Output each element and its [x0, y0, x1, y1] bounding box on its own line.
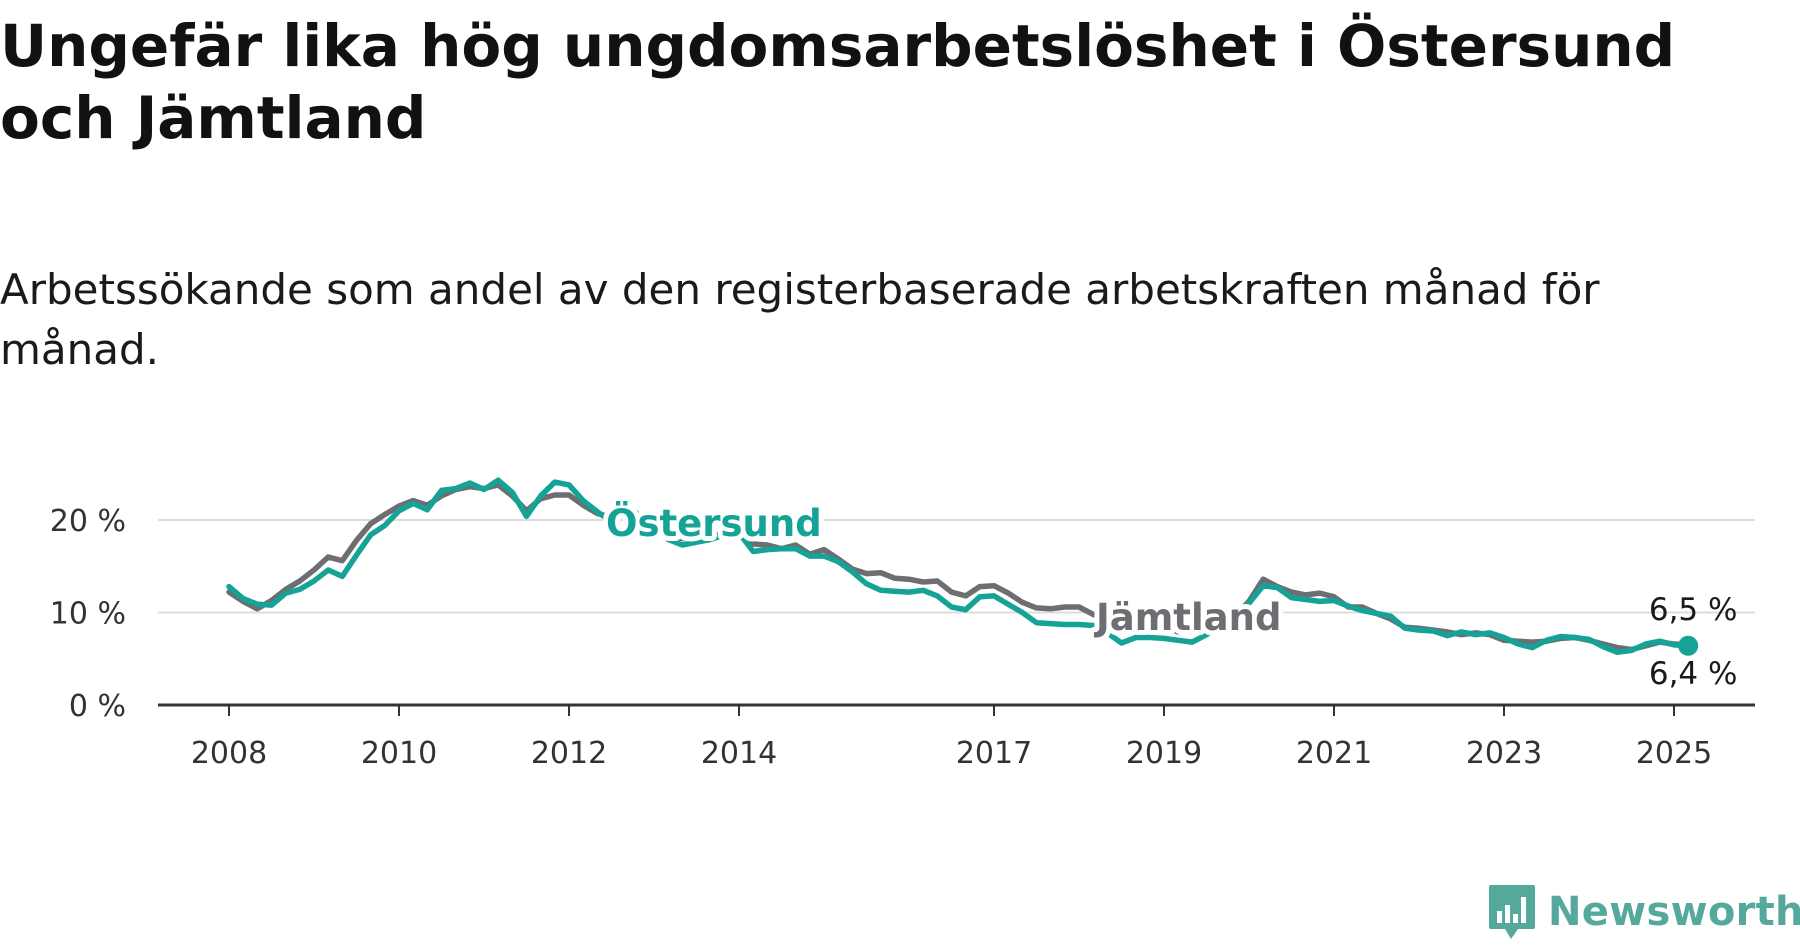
y-tick-label: 10 %: [50, 597, 126, 632]
x-ticks: 2008 2010 2012 2014 2017 2019 2021 2023 2025: [191, 705, 1712, 771]
x-tick-label: 2010: [361, 736, 437, 771]
bar-chart-speech-bubble-icon: [1489, 885, 1535, 939]
jamtland-series-label-text: Jämtland: [1093, 596, 1281, 639]
ostersund-end-value-label: 6,4 %: [1649, 656, 1738, 692]
chart-subtitle: Arbetssökande som andel av den registerb…: [0, 265, 1600, 374]
x-tick-label: 2014: [701, 736, 777, 771]
ostersund-series-label-text: Östersund: [606, 501, 822, 545]
ostersund-series-label-halo: Östersund: [606, 501, 822, 545]
brand-name: Newsworthy: [1548, 889, 1800, 935]
x-tick-label: 2019: [1126, 736, 1202, 771]
y-tick-label: 20 %: [50, 504, 126, 539]
x-tick-label: 2023: [1466, 736, 1542, 771]
jamtland-line: [226, 482, 1691, 653]
x-tick-label: 2021: [1296, 736, 1372, 771]
ostersund-line: [226, 477, 1691, 656]
series-lines: [226, 477, 1699, 656]
jamtland-end-value-label: 6,5 %: [1649, 592, 1738, 628]
x-tick-label: 2017: [956, 736, 1032, 771]
y-gridlines: [158, 519, 1755, 614]
x-tick-label: 2008: [191, 736, 267, 771]
newsworthy-logo: Newsworthy: [1488, 882, 1800, 942]
x-tick-label: 2012: [531, 736, 607, 771]
y-tick-labels: 0 % 10 % 20 %: [50, 504, 126, 724]
jamtland-series-label-halo: Jämtland: [1093, 596, 1281, 639]
y-tick-label: 0 %: [69, 689, 126, 724]
ostersund-end-marker: [1678, 635, 1699, 656]
chart-title: Ungefär lika hög ungdomsarbetslöshet i Ö…: [0, 12, 1676, 152]
x-tick-label: 2025: [1636, 736, 1712, 771]
